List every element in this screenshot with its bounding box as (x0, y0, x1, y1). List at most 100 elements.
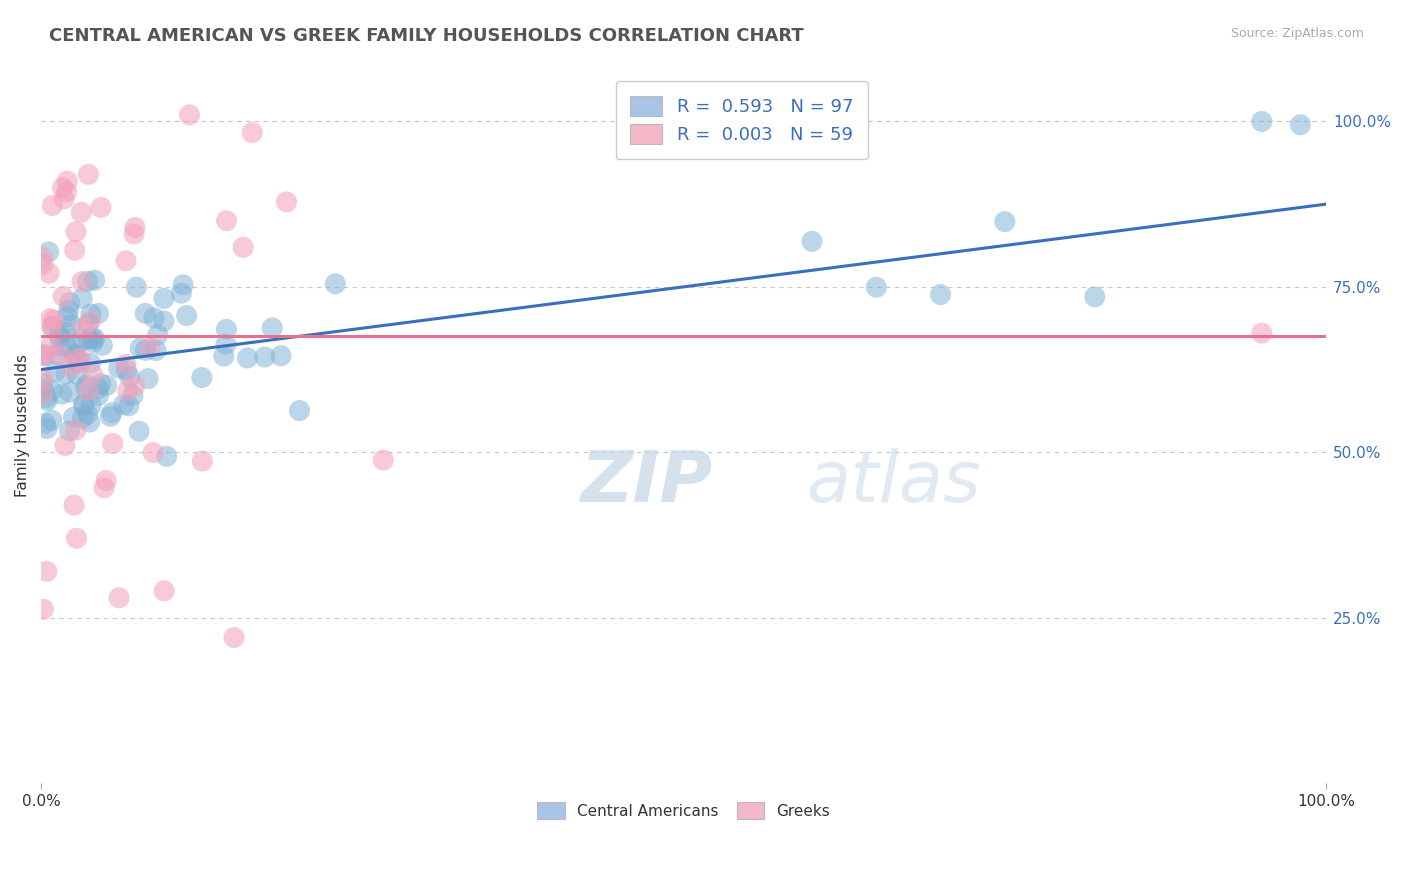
Point (153, 291, 176, 305)
Text: atlas: atlas (806, 449, 980, 517)
Point (240, 126, 263, 140)
Point (82, 368, 104, 382)
Point (39, 311, 62, 326)
Point (146, 328, 169, 343)
Point (52, 289, 75, 303)
Point (32, 371, 55, 385)
Point (108, 591, 131, 605)
Point (124, 220, 146, 235)
Point (117, 384, 139, 398)
Point (45, 348, 67, 362)
Point (142, 445, 165, 459)
Text: CENTRAL AMERICAN VS GREEK FAMILY HOUSEHOLDS CORRELATION CHART: CENTRAL AMERICAN VS GREEK FAMILY HOUSEHO… (49, 27, 804, 45)
Point (179, 108, 201, 122)
Point (94, 474, 117, 488)
Point (75, 380, 97, 394)
Point (41, 198, 63, 212)
Point (101, 436, 124, 450)
Point (93, 481, 115, 495)
Point (96, 378, 118, 392)
Point (112, 398, 135, 412)
Point (118, 399, 141, 413)
Point (865, 280, 887, 294)
Point (170, 286, 193, 301)
Point (44, 365, 66, 379)
Point (55, 185, 77, 199)
Point (101, 406, 124, 420)
Point (929, 287, 952, 301)
Text: Source: ZipAtlas.com: Source: ZipAtlas.com (1230, 27, 1364, 40)
Point (98, 409, 121, 424)
Point (288, 403, 311, 417)
Point (118, 370, 141, 384)
Point (994, 215, 1017, 229)
Point (65, 349, 87, 363)
Point (55, 367, 77, 381)
Point (270, 349, 292, 363)
Point (1250, 326, 1272, 340)
Point (31, 348, 53, 362)
Point (215, 213, 238, 227)
Point (232, 240, 254, 254)
Point (215, 337, 238, 351)
Point (1289, 118, 1312, 132)
Point (65, 225, 87, 239)
Point (63, 244, 86, 258)
Point (236, 351, 259, 365)
Point (51, 387, 73, 401)
Point (79, 415, 101, 429)
Point (87, 306, 110, 320)
Point (83, 273, 105, 287)
Point (62, 410, 84, 425)
Point (90, 376, 112, 391)
Point (41, 413, 63, 427)
Point (122, 227, 145, 241)
Point (73, 398, 96, 412)
Point (122, 388, 145, 402)
Point (51, 180, 73, 194)
Point (72, 333, 94, 347)
Point (38, 266, 60, 280)
Y-axis label: Family Households: Family Households (15, 354, 30, 497)
Point (107, 361, 129, 376)
Point (32, 257, 55, 271)
Point (35, 391, 58, 405)
Point (79, 314, 101, 328)
Point (80, 307, 103, 321)
Point (34, 417, 56, 431)
Point (176, 309, 198, 323)
Point (134, 343, 156, 358)
Point (56, 174, 79, 188)
Point (69, 351, 91, 365)
Point (153, 314, 176, 328)
Point (145, 343, 167, 358)
Point (82, 335, 104, 350)
Point (63, 348, 86, 362)
Point (32, 382, 55, 396)
Point (65, 423, 87, 437)
Point (323, 277, 346, 291)
Point (87, 382, 110, 396)
Point (76, 377, 98, 392)
Point (91, 338, 114, 352)
Point (41, 320, 63, 334)
Point (191, 454, 214, 468)
Point (35, 565, 58, 579)
Point (48, 330, 70, 344)
Point (90, 201, 112, 215)
Point (77, 383, 100, 397)
Point (115, 253, 138, 268)
Point (153, 583, 176, 598)
Point (51, 339, 73, 353)
Point (41, 384, 63, 398)
Point (128, 424, 150, 438)
Point (58, 295, 80, 310)
Point (58, 303, 80, 318)
Point (34, 349, 56, 363)
Point (172, 277, 194, 292)
Text: ZIP: ZIP (581, 449, 713, 517)
Point (67, 355, 90, 369)
Point (156, 450, 179, 464)
Point (70, 275, 93, 289)
Point (35, 421, 58, 435)
